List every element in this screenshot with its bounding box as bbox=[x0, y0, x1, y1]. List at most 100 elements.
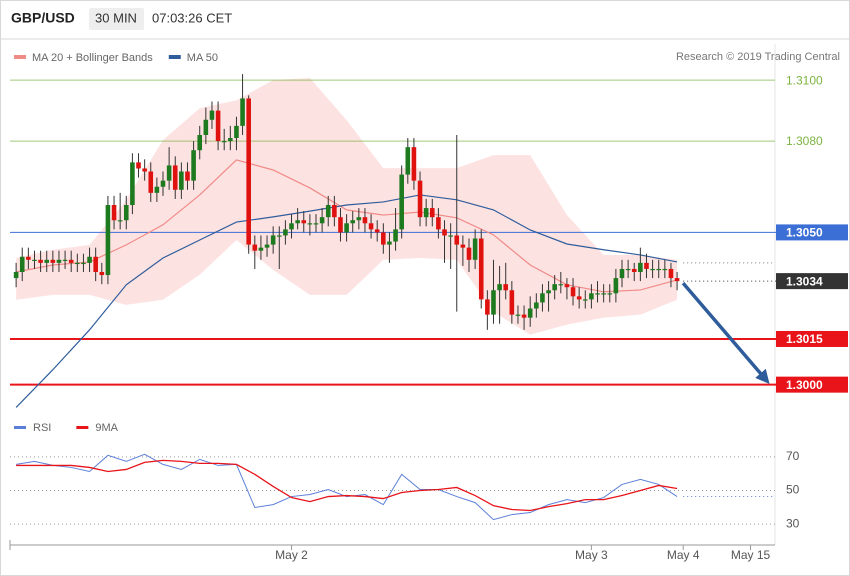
level-label: 1.3050 bbox=[786, 226, 823, 240]
candle-body bbox=[509, 290, 515, 315]
candle-body bbox=[295, 220, 300, 224]
candle-body bbox=[221, 141, 227, 143]
candle-body bbox=[130, 162, 135, 206]
rsi-line bbox=[16, 459, 678, 512]
candle-body bbox=[68, 259, 74, 263]
candle-body bbox=[405, 147, 411, 175]
ma-line bbox=[15, 194, 678, 408]
candle-body bbox=[215, 110, 221, 142]
candle-body bbox=[625, 268, 631, 271]
candle-body bbox=[32, 259, 37, 262]
candle-body bbox=[19, 256, 25, 272]
candle-body bbox=[582, 299, 588, 301]
candle-body bbox=[466, 247, 472, 260]
candle-body bbox=[485, 299, 490, 315]
candle-body bbox=[674, 278, 680, 282]
candle-body bbox=[631, 268, 637, 272]
candle-body bbox=[411, 147, 417, 181]
candle-body bbox=[307, 223, 313, 225]
candle-body bbox=[191, 150, 196, 181]
rsi-line bbox=[16, 453, 678, 521]
legend-swatch bbox=[168, 55, 181, 59]
candle-body bbox=[185, 171, 190, 181]
candle-body bbox=[491, 290, 496, 315]
candle-body bbox=[601, 293, 606, 295]
candle-body bbox=[619, 268, 625, 279]
candle-body bbox=[332, 205, 337, 218]
level-label: 1.3100 bbox=[786, 73, 823, 87]
candle-body bbox=[429, 208, 435, 218]
candle-body bbox=[325, 205, 331, 218]
candle-body bbox=[362, 217, 368, 224]
candle-body bbox=[111, 205, 117, 221]
candle-body bbox=[546, 290, 551, 294]
candle-body bbox=[534, 302, 539, 309]
candle-body bbox=[81, 262, 86, 265]
level-label-box bbox=[776, 376, 848, 393]
candle-body bbox=[252, 244, 258, 251]
candle-body bbox=[105, 205, 111, 276]
candle-body bbox=[13, 271, 19, 279]
candle-body bbox=[234, 125, 239, 139]
candle-body bbox=[26, 256, 31, 260]
candle-body bbox=[276, 235, 282, 237]
candle-body bbox=[613, 278, 619, 294]
candle-body bbox=[662, 268, 668, 271]
candle-body bbox=[350, 220, 356, 224]
candle-body bbox=[589, 293, 594, 300]
candle-body bbox=[283, 229, 288, 236]
candle-body bbox=[338, 217, 343, 233]
candle-body bbox=[417, 180, 423, 218]
candle-body bbox=[87, 256, 92, 263]
candle-body bbox=[172, 165, 178, 190]
candle-body bbox=[313, 223, 319, 225]
candle-body bbox=[209, 110, 215, 120]
candle-body bbox=[75, 262, 80, 265]
level-label-box bbox=[776, 330, 848, 347]
candle-body bbox=[399, 174, 404, 230]
forecast-arrow bbox=[681, 281, 770, 384]
candle-body bbox=[179, 171, 184, 190]
candle-body bbox=[576, 296, 582, 300]
candle-body bbox=[521, 314, 527, 318]
interval: 30 MIN bbox=[95, 10, 137, 25]
candle-body bbox=[668, 268, 674, 279]
candle-body bbox=[197, 134, 203, 151]
candle-body bbox=[478, 238, 484, 300]
candle-body bbox=[472, 238, 478, 260]
candle-body bbox=[650, 268, 655, 271]
candle-body bbox=[644, 262, 649, 269]
candle-body bbox=[148, 171, 154, 193]
candle-body bbox=[460, 244, 466, 248]
candle-body bbox=[564, 284, 570, 288]
candle-body bbox=[448, 235, 453, 237]
legend-label: MA 20 + Bollinger Bands bbox=[32, 52, 153, 64]
rsi-legend-swatch bbox=[14, 426, 26, 429]
candle-body bbox=[497, 284, 502, 291]
symbol: GBP/USD bbox=[11, 10, 75, 26]
credit: Research © 2019 Trading Central bbox=[676, 51, 840, 63]
candle-body bbox=[50, 259, 56, 263]
candle-body bbox=[154, 186, 160, 193]
candle-body bbox=[638, 262, 643, 272]
candle-body bbox=[570, 287, 576, 297]
candle-body bbox=[540, 293, 545, 303]
interval-box bbox=[89, 8, 144, 30]
candle-body bbox=[117, 220, 123, 222]
rsi-tick-label: 70 bbox=[786, 449, 800, 463]
candle-body bbox=[368, 223, 374, 230]
rsi-tick-label: 30 bbox=[786, 516, 800, 530]
candle-body bbox=[423, 208, 429, 218]
legend-swatch bbox=[14, 55, 26, 59]
candle-body bbox=[656, 268, 662, 271]
x-tick-label: May 4 bbox=[667, 548, 700, 562]
candle-body bbox=[515, 314, 521, 316]
candle-body bbox=[142, 168, 147, 172]
x-tick-label: May 15 bbox=[731, 548, 771, 562]
candle-body bbox=[607, 293, 613, 295]
level-label: 1.3034 bbox=[786, 274, 823, 288]
candle-body bbox=[44, 259, 50, 263]
candle-body bbox=[319, 217, 325, 224]
